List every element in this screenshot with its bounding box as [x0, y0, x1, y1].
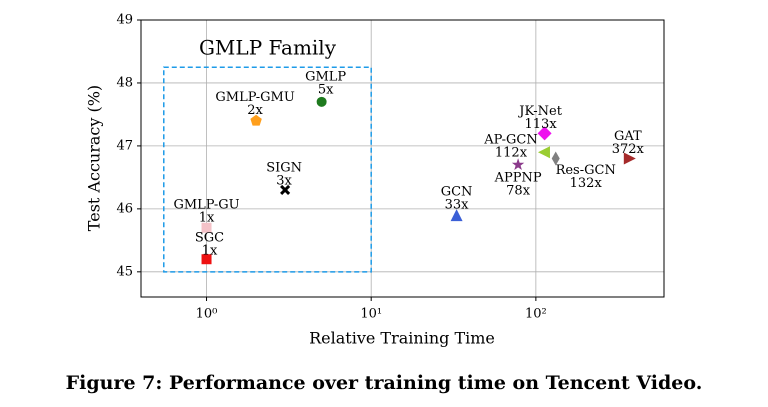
marker	[537, 126, 552, 141]
marker	[551, 151, 560, 166]
point-speedup: 132x	[570, 176, 603, 191]
point-name: GAT	[614, 129, 642, 144]
point-speedup: 1x	[202, 244, 218, 259]
point-name: GMLP-GU	[173, 197, 239, 212]
point-name: JK-Net	[517, 104, 562, 119]
y-tick-label: 45	[116, 264, 133, 279]
marker	[623, 152, 636, 165]
marker	[201, 222, 212, 233]
y-axis-label: Test Accuracy (%)	[85, 85, 104, 231]
marker	[511, 158, 525, 171]
x-tick-label: 10⁰	[196, 307, 218, 322]
point-name: SIGN	[266, 160, 302, 175]
point-name: GMLP-GMU	[215, 90, 294, 105]
point-name: APPNP	[494, 170, 542, 185]
point-speedup: 3x	[276, 173, 292, 188]
y-tick-label: 46	[116, 201, 133, 216]
marker	[250, 114, 262, 126]
point-speedup: 372x	[612, 142, 645, 157]
x-tick-label: 10²	[525, 307, 547, 322]
point-speedup: 2x	[247, 103, 263, 118]
point-speedup: 1x	[199, 210, 215, 225]
point-name: GCN	[441, 185, 473, 200]
y-tick-label: 49	[116, 13, 133, 28]
point-speedup: 112x	[495, 146, 528, 161]
family-box	[163, 66, 372, 273]
marker	[280, 184, 291, 196]
point-name: SGC	[195, 231, 224, 246]
point-name: AP-GCN	[483, 133, 538, 148]
point-speedup: 33x	[445, 198, 470, 213]
y-tick-label: 47	[116, 138, 133, 153]
family-label: GMLP Family	[199, 36, 337, 60]
plot-frame	[140, 19, 665, 298]
point-name: Res-GCN	[556, 163, 616, 178]
point-speedup: 5x	[318, 82, 334, 97]
point-speedup: 113x	[525, 117, 558, 132]
marker	[316, 96, 327, 107]
marker	[201, 254, 212, 265]
point-speedup: 78x	[506, 183, 531, 198]
x-axis-label: Relative Training Time	[309, 329, 495, 348]
y-tick-label: 48	[116, 75, 133, 90]
marker	[450, 209, 463, 222]
caption: Figure 7: Performance over training time…	[66, 372, 703, 394]
x-tick-label: 10¹	[360, 307, 382, 322]
marker	[537, 146, 550, 159]
point-name: GMLP	[305, 69, 346, 84]
